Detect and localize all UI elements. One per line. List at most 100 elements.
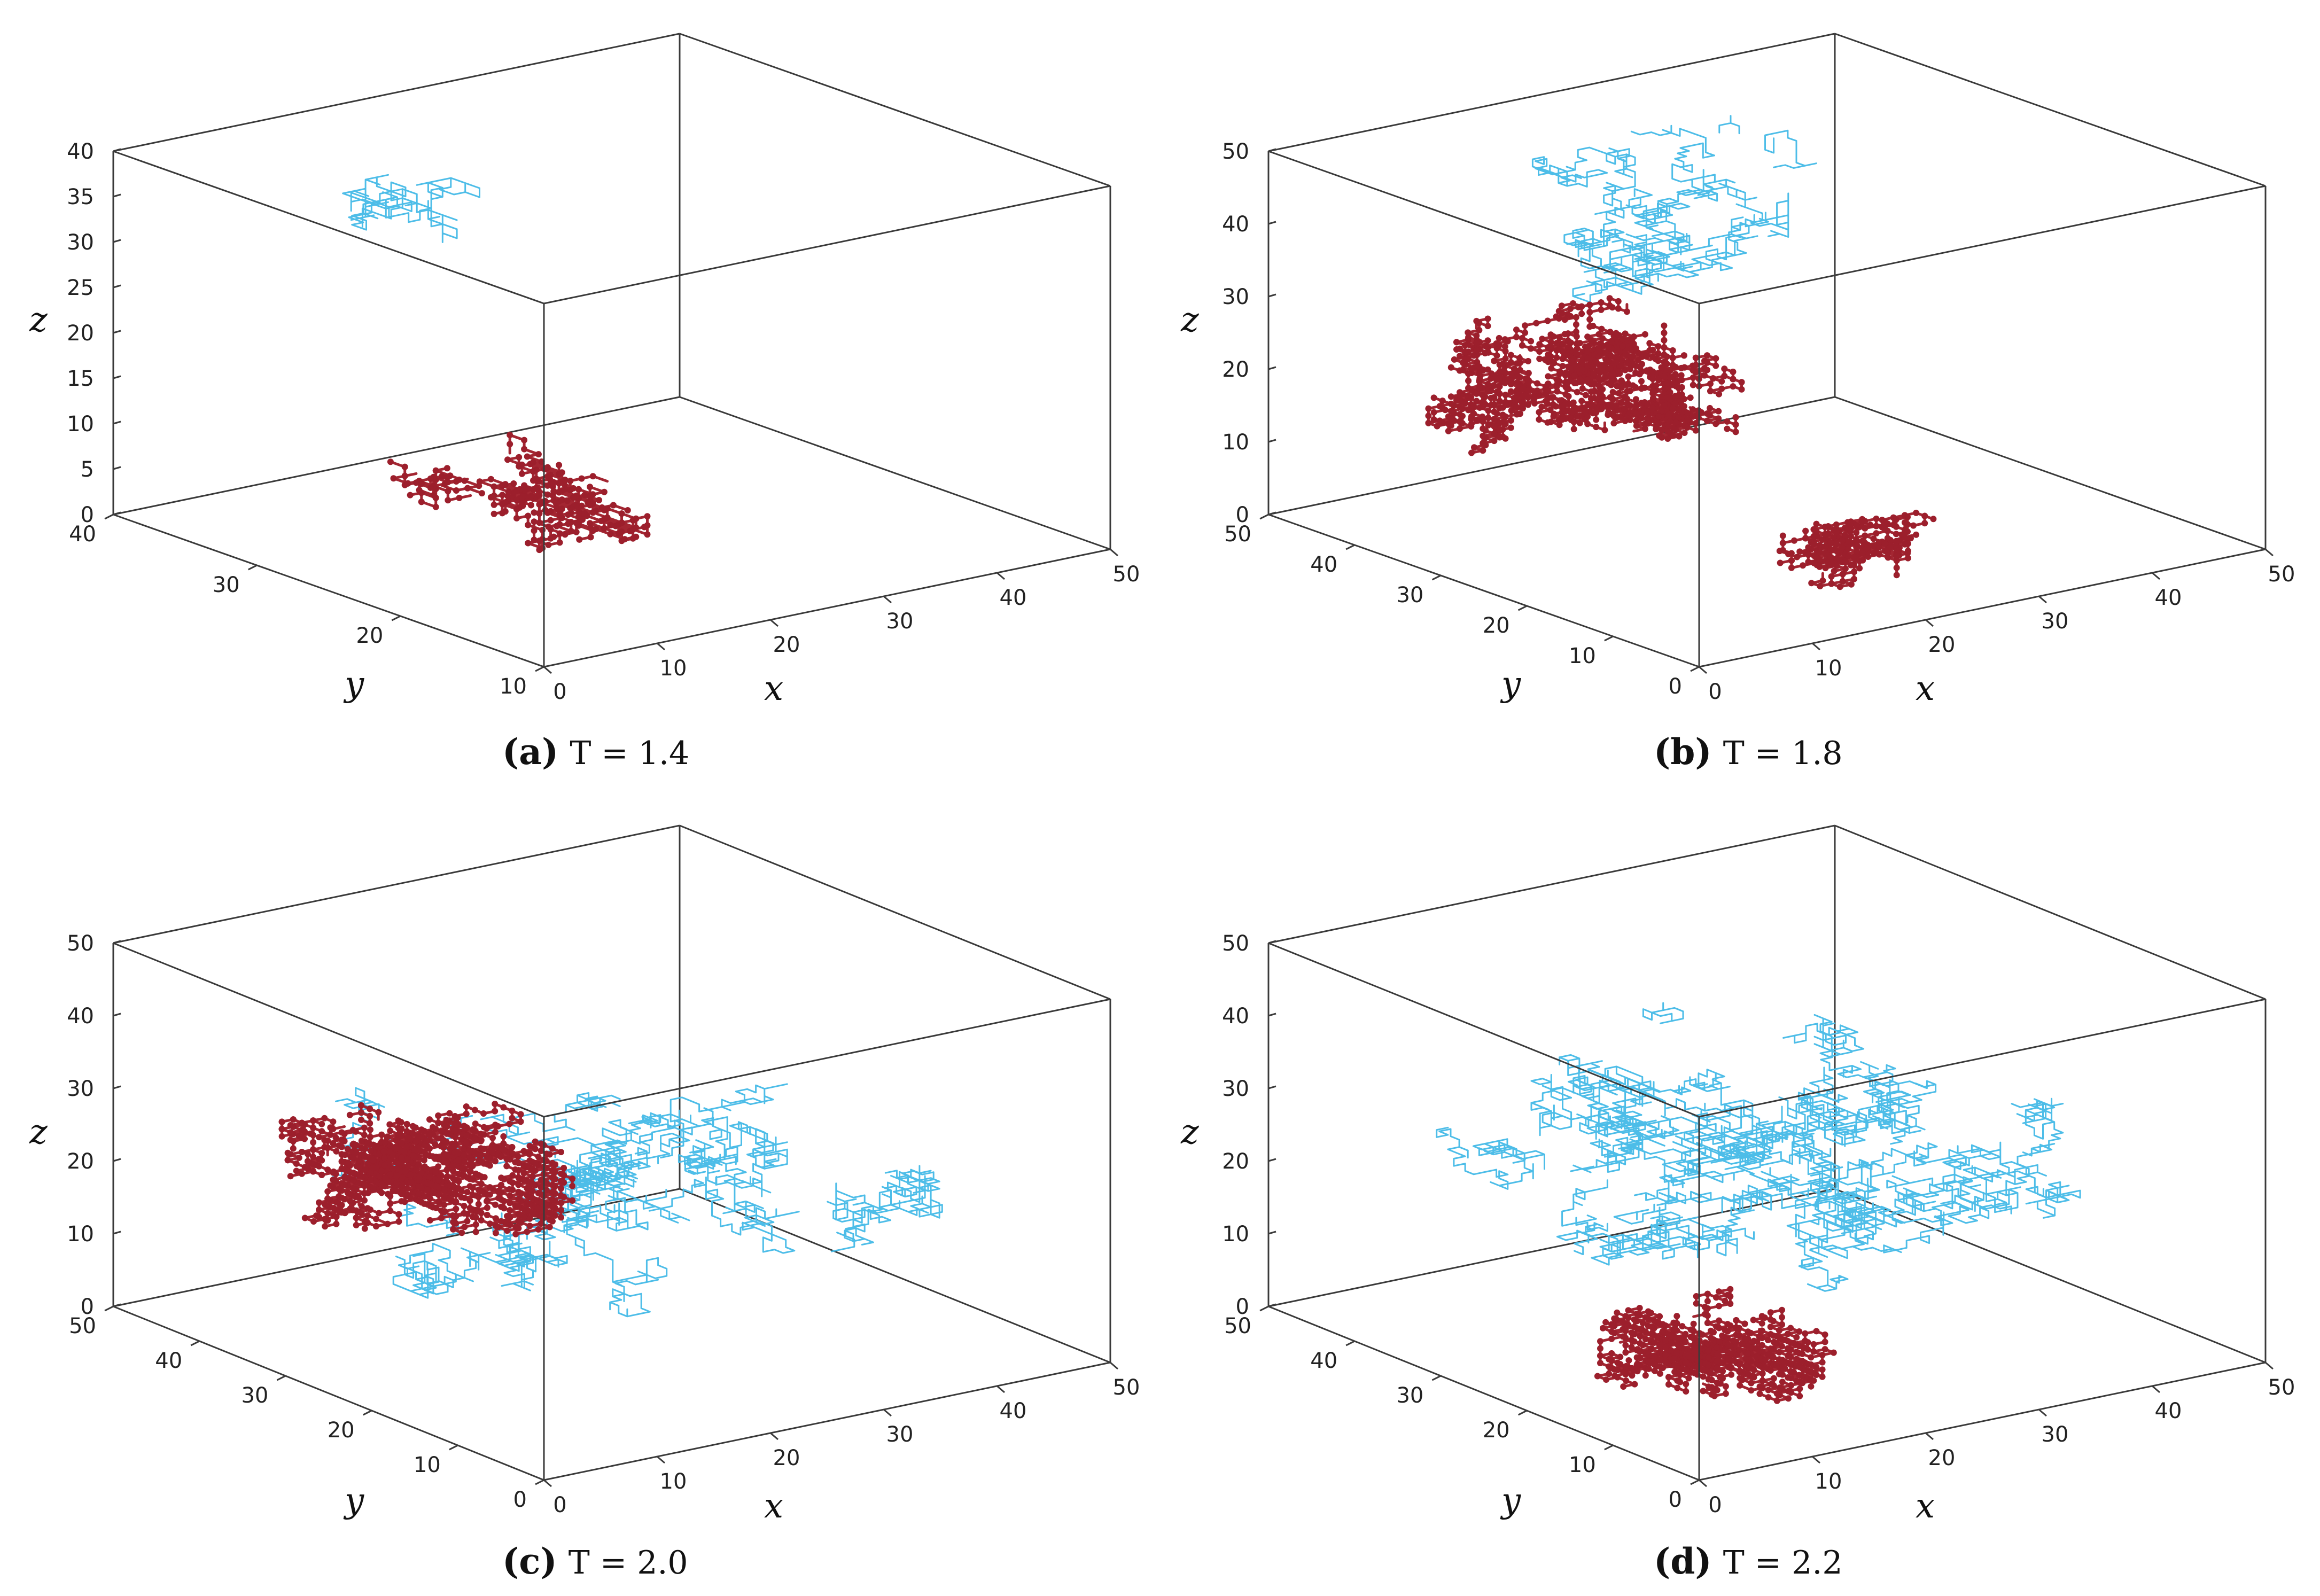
cluster-node [1681,364,1688,371]
cluster-node [290,1138,297,1145]
cluster-node [525,540,532,547]
cluster-node [1491,423,1498,430]
cluster-node [349,1185,356,1192]
cluster-node [1661,330,1668,337]
cluster-node [525,512,532,519]
cluster-node [1507,359,1514,366]
cluster-node [1810,533,1817,540]
box-edge [543,998,1111,1118]
cluster-node [1598,325,1605,332]
cluster-node [1594,1373,1601,1380]
cluster-node [492,1101,499,1107]
cluster-node [569,1197,576,1204]
cluster-node [1776,1327,1782,1334]
cluster-node [1716,391,1723,398]
cluster-node [1453,339,1460,346]
cluster-node [1564,311,1571,318]
cluster-node [1625,1307,1632,1314]
cluster-node [427,484,434,491]
cluster-node [1705,1383,1712,1390]
cluster-node [507,1192,513,1199]
cluster-node [520,1177,527,1184]
x-tick-label: 0 [553,1493,566,1517]
cluster-node [1618,384,1625,391]
cluster-node [544,473,551,480]
cluster-node [576,536,583,543]
cluster-node [403,1120,410,1127]
cluster-node [1713,1294,1719,1301]
cluster-node [1833,521,1840,528]
cluster-node [1519,393,1525,400]
cluster-node [499,510,506,517]
cluster-node [1465,329,1472,336]
cluster-node [532,1160,539,1167]
cluster-node [421,1193,427,1200]
cluster-node [1491,357,1498,364]
cluster-node [1545,373,1552,380]
cluster-node [322,1201,329,1208]
cluster-node [389,1151,396,1158]
y-tick-mark [104,513,114,520]
cluster-node [1873,515,1880,522]
cluster-node [1682,1330,1689,1337]
x-tick-mark [770,1432,778,1441]
cluster-node [495,1188,502,1195]
cluster-node [1794,554,1801,560]
cluster-node [358,1138,365,1145]
z-tick-label: 40 [1222,212,1249,237]
cluster-node [1655,413,1662,420]
cluster-node [461,1224,468,1231]
cluster-node [1736,1332,1743,1339]
cluster-node [1732,421,1739,428]
cluster-node [1595,382,1602,388]
cluster-node [547,535,554,542]
cluster-node [367,1134,373,1140]
cluster-node [1664,380,1671,386]
cluster-node [453,487,460,494]
cluster-node [1642,1336,1649,1343]
cluster-node [1724,1328,1731,1335]
cluster-node [450,1226,457,1233]
cluster-node [421,1157,427,1164]
z-tick-mark [113,239,121,243]
cluster-node [441,1202,448,1208]
cluster-node [1624,400,1631,407]
z-tick-label: 20 [67,321,94,346]
cluster-node [1788,1389,1794,1396]
z-tick-mark [113,193,121,198]
cluster-node [618,510,625,517]
cluster-node [1779,1343,1785,1350]
cluster-node [504,456,511,463]
cluster-node [384,1133,391,1140]
cluster-node [1655,343,1662,350]
cluster-node [1796,1392,1803,1399]
cluster-node [453,1177,460,1184]
cluster-node [1598,398,1605,405]
cluster-node [1513,411,1520,418]
y-tick-mark [1690,666,1700,672]
cluster-node [1620,1368,1627,1375]
cluster-node [1767,1367,1774,1374]
cluster-node [432,1169,439,1176]
cluster-node [1607,401,1614,408]
cluster-node [1822,565,1829,572]
cluster-node [549,1181,556,1188]
x-tick-label: 20 [773,633,800,657]
cluster-node [404,1193,411,1200]
cluster-node [543,1187,550,1194]
cluster-node [1544,317,1551,324]
y-tick-mark [190,1340,200,1346]
cluster-node [1628,1344,1635,1351]
cluster-node [1651,1317,1657,1324]
cluster-node [481,1174,488,1181]
cluster-node [367,1206,373,1213]
cluster-node [1930,516,1937,523]
cluster-node [1614,354,1621,361]
y-tick-label: 20 [1483,613,1510,638]
panel-c-caption: (c) T = 2.0 [502,1540,688,1582]
cluster-node [486,1220,493,1227]
cluster-node [1848,581,1855,588]
cluster-node [278,1126,285,1133]
cluster-node [332,1134,339,1141]
y-tick-mark [104,1305,114,1312]
